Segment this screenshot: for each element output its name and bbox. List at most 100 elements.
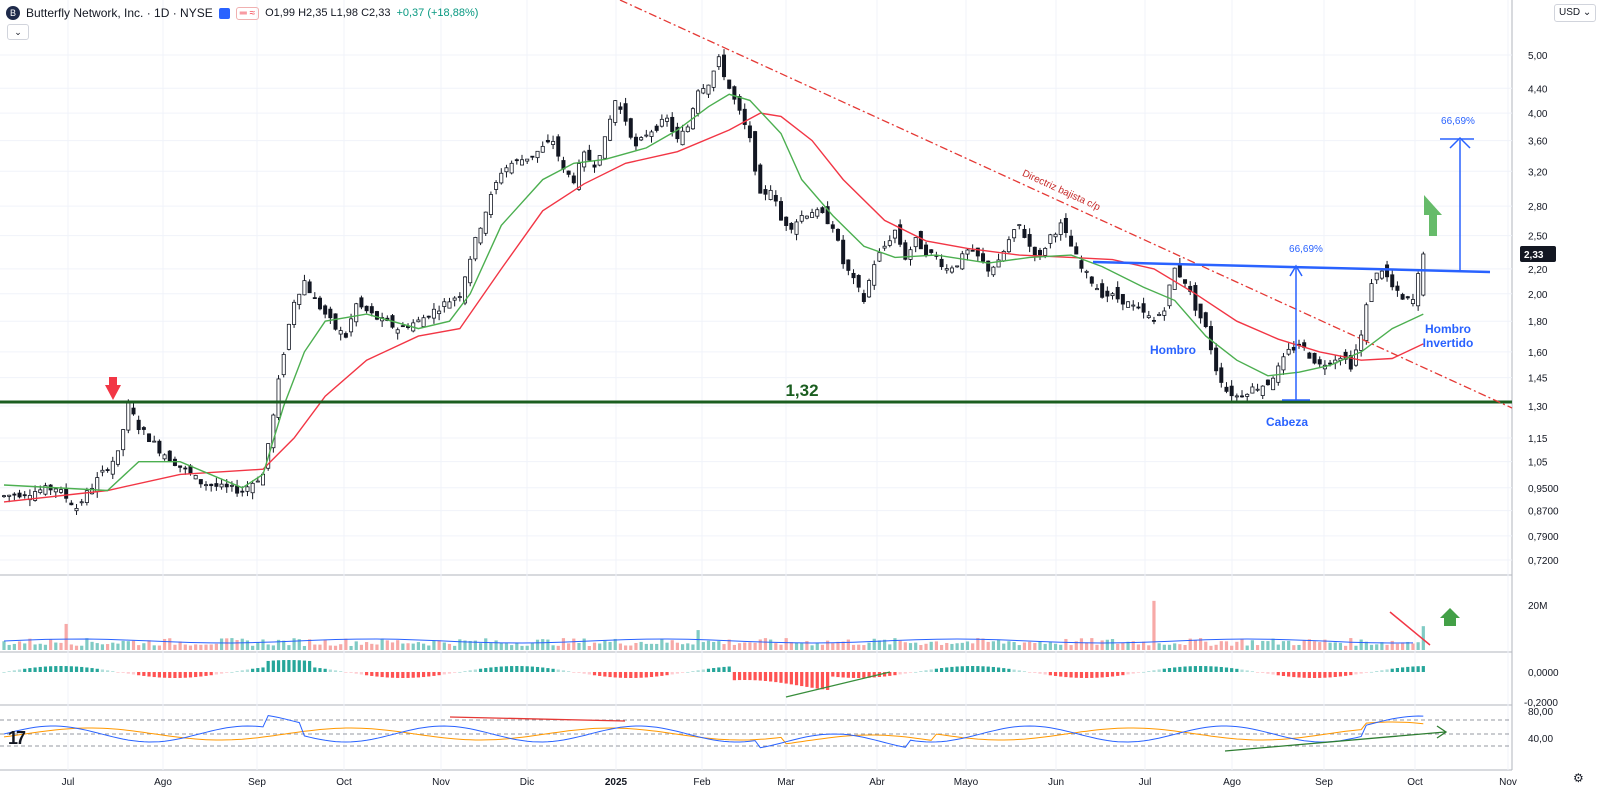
volume-bar (981, 638, 985, 650)
compare-pill[interactable]: ═ ≈ (235, 6, 260, 20)
macd-bar (235, 671, 239, 672)
volume-bar (49, 639, 53, 650)
macd-bar (541, 667, 545, 672)
volume-bar (784, 638, 788, 650)
volume-bar (727, 639, 731, 650)
macd-bar (157, 672, 161, 678)
macd-bar (1230, 668, 1234, 672)
candle-body (685, 126, 690, 133)
volume-bar (230, 638, 234, 650)
volume-bar (1105, 639, 1109, 650)
volume-bar (820, 644, 825, 650)
measure-arrow-2 (1449, 136, 1471, 149)
macd-bar (1100, 672, 1104, 678)
macd-bar (862, 672, 866, 678)
macd-bar (1183, 666, 1187, 672)
volume-bar (199, 644, 203, 650)
macd-bar (867, 672, 871, 678)
volume-bar (1100, 640, 1104, 650)
x-tick-label: Feb (693, 777, 711, 788)
macd-bar (427, 672, 431, 677)
volume-bar (499, 642, 503, 650)
volume-bar (235, 640, 239, 650)
volume-bar (1292, 645, 1296, 650)
volume-bar (908, 643, 913, 650)
candle-body (302, 280, 307, 296)
candle-body (488, 194, 493, 215)
volume-bar (991, 641, 995, 650)
macd-bar (219, 672, 224, 674)
candle-body (659, 118, 664, 127)
macd-bar (1354, 672, 1358, 675)
symbol-header: B Butterfly Network, Inc. · 1D · NYSE ═ … (6, 4, 478, 22)
downtrend-label: Directriz bajista c/p (1020, 168, 1102, 213)
candle-body (281, 354, 286, 376)
symbol-title[interactable]: Butterfly Network, Inc. · 1D · NYSE (26, 6, 213, 20)
macd-bar (121, 672, 125, 673)
macd-bar (137, 672, 141, 676)
volume-bar (1157, 643, 1161, 650)
candle-body (877, 252, 882, 262)
volume-bar (442, 642, 446, 650)
macd-bar (1307, 672, 1311, 678)
volume-bar (815, 643, 819, 650)
candle-body (1193, 285, 1198, 311)
candle-body (882, 245, 887, 249)
candle-body (338, 330, 343, 335)
candle-body (369, 306, 374, 314)
volume-bar (732, 644, 736, 650)
macd-bar (69, 666, 73, 672)
volume-bar (1167, 644, 1172, 650)
macd-bar (333, 670, 338, 672)
volume-bar (753, 642, 757, 650)
volume-bar (1178, 644, 1182, 650)
macd-bar (1017, 670, 1021, 672)
collapse-icon[interactable]: ⌄ (7, 24, 29, 40)
change-readout: +0,37 (+18,88%) (396, 7, 479, 19)
candle-body (1208, 326, 1213, 351)
candle-body (1058, 222, 1063, 235)
volume-bar (1390, 640, 1394, 650)
y-tick-label: 0,7900 (1528, 532, 1559, 543)
candle-body (830, 224, 835, 229)
candle-body (649, 131, 654, 137)
candle-body (587, 149, 592, 161)
volume-bar (1198, 638, 1203, 650)
volume-bar (1375, 644, 1379, 650)
settings-icon[interactable]: ⚙ (1573, 771, 1584, 785)
macd-bar (131, 672, 136, 675)
volume-bar (385, 640, 389, 650)
volume-bar (644, 643, 648, 650)
macd-bar (214, 672, 218, 675)
candle-body (1177, 263, 1182, 278)
volume-bar (805, 641, 809, 650)
volume-bar (1323, 639, 1327, 650)
volume-bar (561, 638, 566, 650)
volume-bar (142, 643, 146, 650)
flag-icon[interactable] (218, 7, 230, 19)
candle-body (463, 276, 468, 304)
macd-bar (960, 666, 964, 672)
volume-bar (1007, 641, 1011, 650)
volume-bar (634, 643, 638, 650)
candle-body (530, 155, 535, 158)
macd-bar (484, 668, 488, 672)
volume-bar (421, 643, 426, 650)
x-tick-label: Mar (777, 777, 795, 788)
macd-bar (898, 672, 902, 675)
volume-bar (365, 642, 369, 650)
volume-bar (188, 645, 193, 650)
macd-bar (1074, 672, 1078, 678)
candle-body (250, 482, 255, 494)
candle-body (1416, 273, 1421, 307)
candle-body (1167, 284, 1172, 307)
volume-bar (1369, 644, 1374, 650)
volume-bar (1064, 638, 1068, 650)
volume-bar (106, 644, 110, 650)
volume-bar (1302, 640, 1306, 650)
macd-bar (675, 672, 679, 674)
currency-select[interactable]: USD ⌄ (1554, 4, 1596, 22)
macd-bar (1411, 666, 1415, 672)
macd-bar (763, 672, 768, 681)
